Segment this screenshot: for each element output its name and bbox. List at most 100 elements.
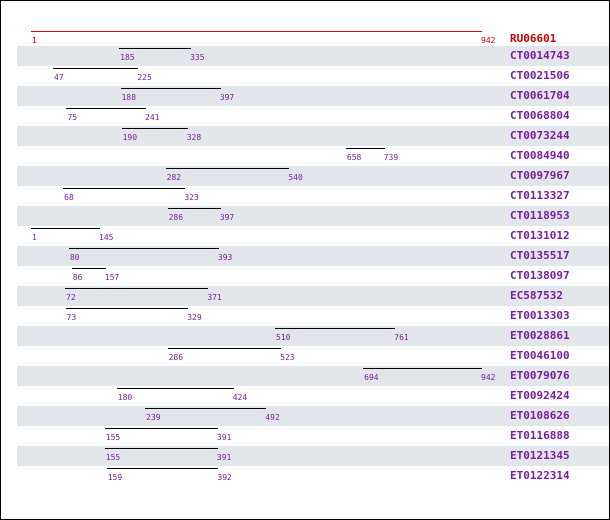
alignment-end-label: 397 (219, 93, 235, 102)
alignment-id-link[interactable]: CT0021506 (510, 69, 570, 82)
alignment-bar (121, 128, 188, 129)
alignment-id-link[interactable]: CT0131012 (510, 229, 570, 242)
alignment-row: 68 323 CT0113327 (17, 186, 609, 206)
reference-end-label: 942 (481, 36, 496, 45)
alignment-bar (167, 208, 221, 209)
alignment-start-label: 239 (146, 413, 161, 422)
alignment-bar (116, 388, 234, 389)
alignment-id-link[interactable]: CT0014743 (510, 49, 570, 62)
alignment-id-link[interactable]: ET0121345 (510, 449, 570, 462)
alignment-id-link[interactable]: CT0138097 (510, 269, 570, 282)
alignment-id-link[interactable]: CT0073244 (510, 129, 570, 142)
alignment-bar (274, 328, 396, 329)
alignment-id-link[interactable]: ET0046100 (510, 349, 570, 362)
alignment-start-label: 68 (64, 193, 74, 202)
alignment-id-link[interactable]: ET0013303 (510, 309, 570, 322)
alignment-row: 286 523 ET0046100 (17, 346, 609, 366)
alignment-bar (345, 148, 385, 149)
alignment-start-label: 185 (120, 53, 135, 62)
alignment-row: 155 391 ET0121345 (17, 446, 609, 466)
alignment-end-label: 371 (207, 293, 222, 302)
alignment-start-label: 188 (121, 93, 137, 102)
alignment-start-label: 73 (66, 313, 77, 322)
alignment-id-link[interactable]: CT0113327 (510, 189, 570, 202)
alignment-end-label: 157 (104, 273, 120, 282)
alignment-id-link[interactable]: CT0135517 (510, 249, 570, 262)
reference-id-label[interactable]: RU06601 (510, 32, 557, 45)
alignment-bar (63, 188, 186, 189)
alignment-start-label: 155 (105, 433, 121, 442)
alignment-row: 694 942 ET0079076 (17, 366, 609, 386)
alignment-end-label: 424 (232, 393, 248, 402)
alignment-row: 75 241 CT0068804 (17, 106, 609, 126)
alignment-id-link[interactable]: CT0061704 (510, 89, 570, 102)
alignment-row: 185 335 CT0014743 (17, 46, 609, 66)
alignment-bar (65, 308, 189, 309)
reference-row: 1 942 RU06601 (17, 29, 609, 49)
alignment-id-link[interactable]: ET0122314 (510, 469, 570, 482)
alignment-id-link[interactable]: ET0092424 (510, 389, 570, 402)
alignment-id-link[interactable]: CT0068804 (510, 109, 570, 122)
alignment-bar (104, 428, 218, 429)
alignment-end-label: 391 (216, 453, 232, 462)
alignment-end-label: 761 (394, 333, 409, 342)
alignment-start-label: 658 (346, 153, 362, 162)
alignment-end-label: 392 (217, 473, 232, 482)
alignment-start-label: 694 (364, 373, 379, 382)
alignment-start-label: 72 (66, 293, 76, 302)
alignment-id-link[interactable]: CT0097967 (510, 169, 570, 182)
alignment-row: 72 371 EC587532 (17, 286, 609, 306)
alignment-row: 510 761 ET0028861 (17, 326, 609, 346)
alignment-row: 1 145 CT0131012 (17, 226, 609, 246)
alignment-id-link[interactable]: CT0084940 (510, 149, 570, 162)
alignment-bar (363, 368, 482, 369)
alignment-start-label: 80 (69, 253, 80, 262)
alignment-end-label: 335 (190, 53, 205, 62)
alignment-row: 282 540 CT0097967 (17, 166, 609, 186)
alignment-id-link[interactable]: ET0116888 (510, 429, 570, 442)
alignment-bar (71, 268, 106, 269)
alignment-bar (31, 228, 101, 229)
alignment-end-label: 540 (288, 173, 303, 182)
alignment-end-label: 329 (187, 313, 202, 322)
alignment-id-link[interactable]: ET0028861 (510, 329, 570, 342)
alignment-bar (53, 68, 139, 69)
alignment-start-label: 155 (105, 453, 121, 462)
alignment-start-label: 282 (166, 173, 182, 182)
alignment-id-link[interactable]: EC587532 (510, 289, 563, 302)
alignment-bar (120, 88, 221, 89)
alignment-end-label: 523 (280, 353, 295, 362)
alignment-bar (66, 108, 146, 109)
alignment-start-label: 510 (275, 333, 291, 342)
alignment-row: 159 392 ET0122314 (17, 466, 609, 486)
alignment-bar (65, 288, 209, 289)
alignment-end-label: 492 (265, 413, 280, 422)
alignment-row: 80 393 CT0135517 (17, 246, 609, 266)
alignment-start-label: 180 (117, 393, 133, 402)
alignment-start-label: 86 (72, 273, 83, 282)
alignment-id-link[interactable]: ET0108626 (510, 409, 570, 422)
alignment-row: 188 397 CT0061704 (17, 86, 609, 106)
alignment-row: 155 391 ET0116888 (17, 426, 609, 446)
reference-bar (31, 31, 482, 32)
alignment-row: 180 424 ET0092424 (17, 386, 609, 406)
alignment-bar (145, 408, 267, 409)
alignment-bar (104, 448, 218, 449)
alignment-row: 73 329 ET0013303 (17, 306, 609, 326)
reference-start-label: 1 (32, 36, 37, 45)
alignment-bar (68, 248, 219, 249)
alignment-end-label: 739 (383, 153, 399, 162)
alignment-start-label: 1 (32, 233, 37, 242)
alignment-start-label: 286 (168, 353, 184, 362)
alignment-id-link[interactable]: CT0118953 (510, 209, 570, 222)
alignment-end-label: 323 (184, 193, 199, 202)
alignment-row: 658 739 CT0084940 (17, 146, 609, 166)
alignment-end-label: 241 (145, 113, 160, 122)
alignment-id-link[interactable]: ET0079076 (510, 369, 570, 382)
alignment-end-label: 391 (216, 433, 232, 442)
alignment-bar (167, 348, 282, 349)
alignment-bar (106, 468, 219, 469)
alignment-end-label: 145 (99, 233, 114, 242)
alignment-start-label: 286 (168, 213, 184, 222)
alignment-row: 86 157 CT0138097 (17, 266, 609, 286)
